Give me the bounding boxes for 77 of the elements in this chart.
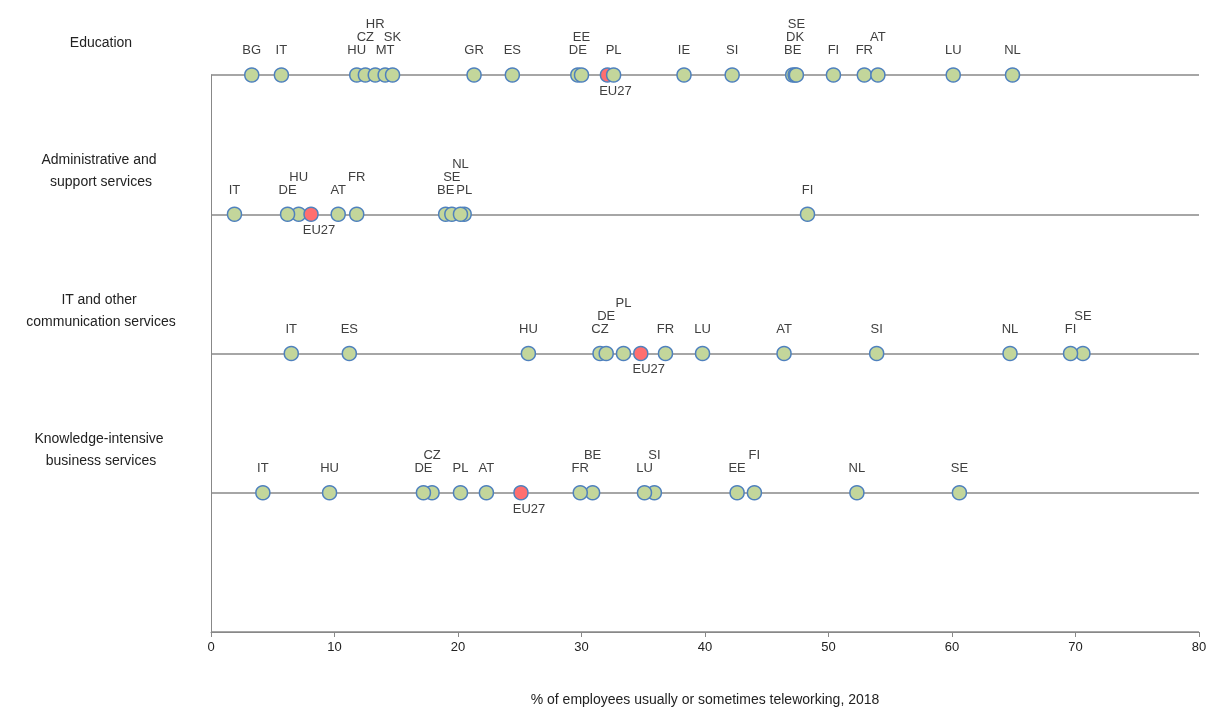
text: FI <box>801 181 814 197</box>
x-axis-title: % of employees usually or sometimes teleworking, 2018 <box>530 691 880 707</box>
series-label: ES <box>340 320 359 336</box>
series-label: FI <box>1064 320 1077 336</box>
text: IT <box>275 42 288 58</box>
series-label: BE <box>436 181 455 197</box>
text: EU27 <box>599 82 632 98</box>
series-label: SE <box>950 460 969 475</box>
x-tick-label: 10 <box>327 639 342 654</box>
series-label: CZ <box>591 320 609 336</box>
text: AT <box>478 460 495 475</box>
text: FR <box>656 320 675 336</box>
series-label: IE <box>677 42 691 58</box>
x-tick-label: 0 <box>207 639 215 654</box>
x-tick-label: 20 <box>450 639 466 654</box>
series-label: DE <box>278 181 297 197</box>
text: PL <box>456 181 473 197</box>
series-label: BG <box>242 42 262 58</box>
text: SE <box>1074 307 1092 323</box>
text: AT <box>870 29 886 45</box>
text: DE <box>568 42 587 58</box>
series-label: EU27 <box>302 222 336 237</box>
text: AT <box>776 320 792 336</box>
text: SE <box>787 16 806 32</box>
text: NL <box>1004 42 1021 58</box>
series-label: IT <box>257 460 269 475</box>
text: PL <box>452 460 469 475</box>
series-label: SK <box>383 29 402 45</box>
x-tick-label: 40 <box>697 639 713 654</box>
text: IT <box>285 320 298 336</box>
text: HU <box>320 460 339 475</box>
text: PL <box>615 294 632 310</box>
text: NL <box>452 155 469 171</box>
series-label: HU <box>519 320 538 336</box>
text: NL <box>848 460 866 475</box>
text: HU <box>289 168 309 184</box>
series-label: PL <box>605 42 622 58</box>
text: CZ <box>423 447 441 462</box>
text: BE <box>583 447 602 462</box>
series-label: FR <box>571 460 589 475</box>
text: SE <box>443 168 461 184</box>
y-tick-label: Administrative and support services <box>41 151 161 190</box>
text: LU <box>636 460 653 475</box>
text: IT <box>228 181 241 197</box>
series-label: NL <box>1001 320 1019 336</box>
text: CZ <box>356 29 375 45</box>
text: EU27 <box>512 500 546 516</box>
text: DE <box>414 460 433 475</box>
x-tick-label: 30 <box>574 639 589 654</box>
text: FI <box>748 447 761 462</box>
text: FR <box>348 168 366 184</box>
x-tick-label: 80 <box>1191 639 1207 654</box>
y-tick-label: Knowledge-intensive business services <box>34 429 168 468</box>
x-tick-label: 50 <box>821 639 836 654</box>
series-label: AT <box>330 181 347 197</box>
text: HR <box>365 16 385 32</box>
text: LU <box>944 42 962 58</box>
text: BE <box>784 42 802 58</box>
text: EU27 <box>632 361 666 377</box>
series-label: LU <box>694 320 711 336</box>
text: EE <box>572 29 591 45</box>
y-tick-label: IT and other communication services <box>26 290 176 329</box>
text: SI <box>648 447 661 462</box>
series-label: SI <box>870 320 883 336</box>
series-label: GR <box>464 42 484 58</box>
text: DE <box>597 307 616 323</box>
text: HU <box>347 42 367 58</box>
x-tick-label: 60 <box>944 639 960 654</box>
series-label: EE <box>728 460 747 475</box>
text: FR <box>855 42 873 58</box>
series-label: MT <box>375 42 395 58</box>
text: SI <box>726 42 739 58</box>
text: FI <box>827 42 840 58</box>
y-tick-label: Education <box>69 34 133 50</box>
text: ES <box>503 42 522 58</box>
x-tick-label: 70 <box>1068 639 1083 654</box>
series-label: DK <box>786 29 805 45</box>
